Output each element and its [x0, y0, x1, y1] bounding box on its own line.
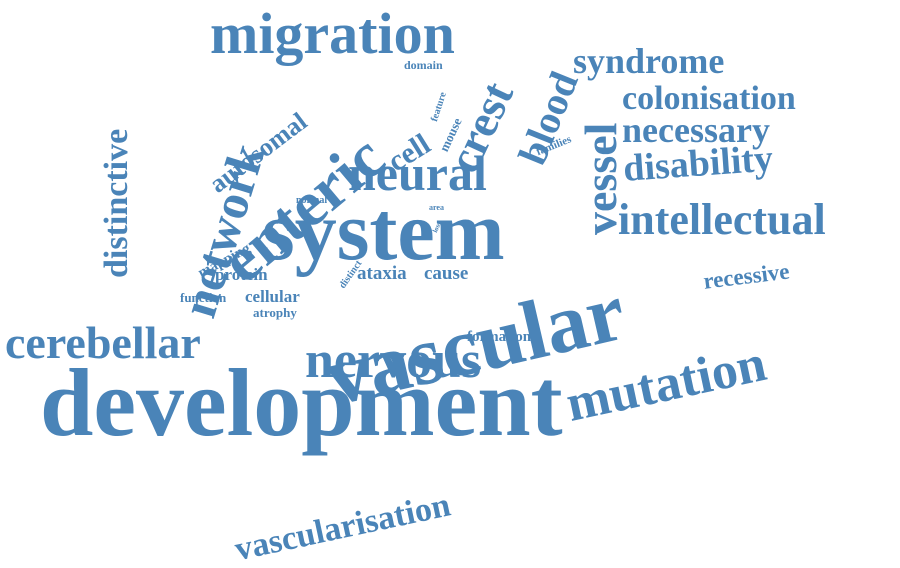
- word-recessive: recessive: [701, 258, 791, 294]
- word-development: development: [40, 349, 563, 456]
- word-cause: cause: [424, 263, 469, 284]
- word-vessel: vessel: [575, 122, 626, 235]
- word-atrophy: atrophy: [253, 305, 297, 320]
- word-system: system: [262, 185, 505, 278]
- word-cerebellar: cerebellar: [5, 317, 201, 368]
- word-distinctive: distinctive: [98, 128, 135, 278]
- word-colonisation: colonisation: [622, 80, 796, 117]
- word-nervous: nervous: [305, 332, 482, 389]
- word-area: area: [429, 203, 444, 212]
- word-cloud: development vascular system enteric migr…: [5, 1, 826, 568]
- word-neural: neural: [348, 145, 487, 201]
- word-migration: migration: [210, 1, 455, 66]
- word-necessary: necessary: [622, 110, 770, 150]
- word-function: function: [180, 290, 227, 305]
- word-vascularisation: vascularisation: [231, 486, 454, 568]
- word-protein: protein: [215, 265, 268, 284]
- word-intellectual: intellectual: [618, 195, 826, 244]
- word-formation: formation: [467, 329, 532, 345]
- word-blood: blood: [509, 65, 587, 171]
- word-domain: domain: [404, 58, 443, 72]
- word-ataxia: ataxia: [357, 263, 407, 284]
- word-syndrome: syndrome: [573, 41, 725, 81]
- word-cellular: cellular: [245, 287, 300, 306]
- word-normal: normal: [296, 195, 328, 206]
- word-feature: feature: [429, 90, 449, 124]
